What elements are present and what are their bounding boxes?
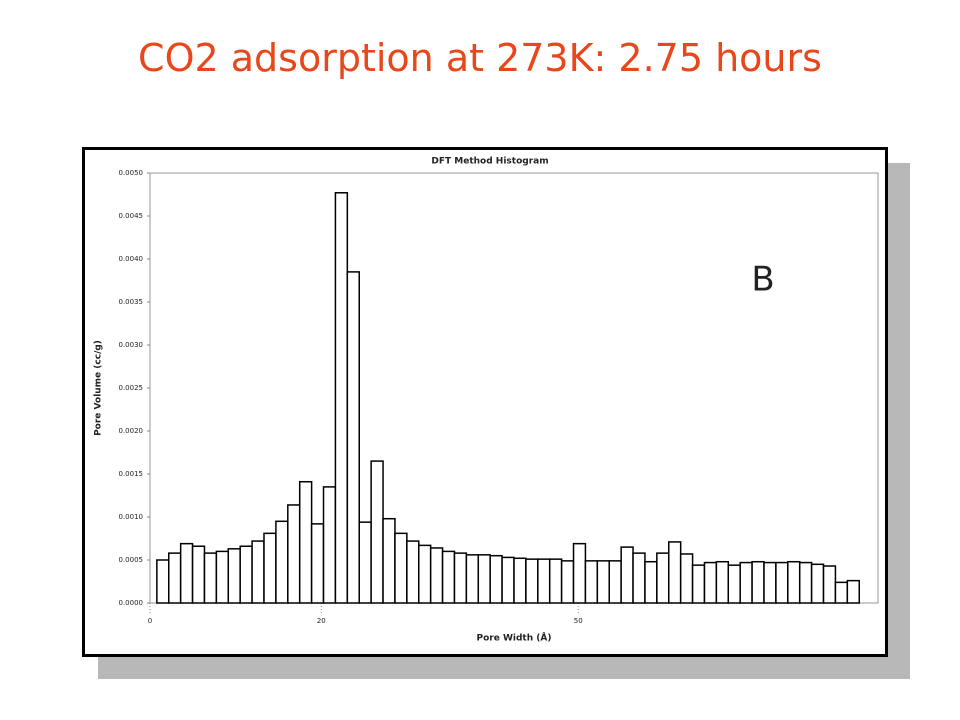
y-axis-label: Pore Volume (cc/g) (94, 340, 104, 436)
bar (334, 192, 349, 604)
y-tick-label: 0.0030 (119, 341, 144, 349)
bar (465, 554, 480, 604)
bar (168, 552, 182, 604)
bar (489, 554, 503, 604)
bar (477, 554, 491, 604)
bar (560, 560, 575, 604)
bar (394, 532, 408, 604)
y-tick-label: 0.0025 (119, 384, 144, 392)
bar (763, 561, 777, 604)
bar (846, 579, 860, 604)
bar (775, 561, 789, 604)
bar (215, 550, 230, 604)
y-tick-label: 0.0005 (119, 556, 144, 564)
bar (382, 517, 396, 604)
bar (453, 552, 468, 604)
bar (263, 532, 277, 604)
bar (287, 504, 301, 604)
bar (822, 565, 837, 604)
bar (834, 581, 849, 604)
bar (501, 556, 515, 604)
bar (608, 560, 622, 604)
bar (679, 553, 694, 604)
x-axis-label: Pore Width (Å) (477, 633, 552, 644)
y-tick-label: 0.0020 (119, 427, 144, 435)
bar (406, 540, 420, 604)
bar (525, 558, 539, 604)
chart-title: DFT Method Histogram (431, 157, 548, 167)
x-tick-label: 20 (317, 617, 326, 625)
bar (298, 480, 313, 604)
bar (632, 552, 646, 604)
bar (275, 520, 289, 604)
bar (548, 558, 563, 604)
bar (691, 564, 706, 604)
bar (310, 523, 325, 604)
bar (798, 561, 813, 604)
bar (156, 559, 170, 604)
bar (203, 552, 218, 604)
bar (739, 561, 753, 604)
bar (346, 271, 360, 604)
bar (191, 545, 206, 604)
bar (358, 521, 372, 604)
bar (584, 560, 599, 604)
bar (620, 546, 634, 604)
y-tick-label: 0.0015 (119, 470, 144, 478)
bar (239, 545, 253, 604)
bar (179, 542, 194, 604)
x-tick-label: 0 (148, 617, 152, 625)
bar (596, 560, 610, 604)
bar (656, 552, 670, 604)
x-tick-label: 50 (574, 617, 583, 625)
slide-title: CO2 adsorption at 273K: 2.75 hours (138, 36, 822, 80)
y-tick-label: 0.0000 (119, 599, 144, 607)
bar (418, 544, 432, 604)
bar (572, 542, 587, 604)
bar (715, 560, 730, 604)
bar (537, 558, 551, 604)
y-tick-label: 0.0040 (119, 255, 144, 263)
bar (441, 550, 456, 604)
bar (322, 486, 337, 604)
bar (513, 557, 527, 604)
bar (429, 547, 444, 604)
bar (703, 561, 718, 604)
annotation: B (751, 260, 774, 300)
bar (810, 563, 825, 604)
y-tick-label: 0.0050 (119, 169, 144, 177)
y-tick-label: 0.0045 (119, 212, 144, 220)
bar (227, 548, 241, 604)
bar (787, 560, 801, 604)
bar (370, 460, 384, 604)
bar (644, 560, 658, 604)
y-tick-label: 0.0035 (119, 298, 144, 306)
bar (751, 560, 765, 604)
bar (727, 564, 741, 604)
bar (251, 540, 265, 604)
y-tick-label: 0.0010 (119, 513, 144, 521)
bar (668, 541, 682, 604)
